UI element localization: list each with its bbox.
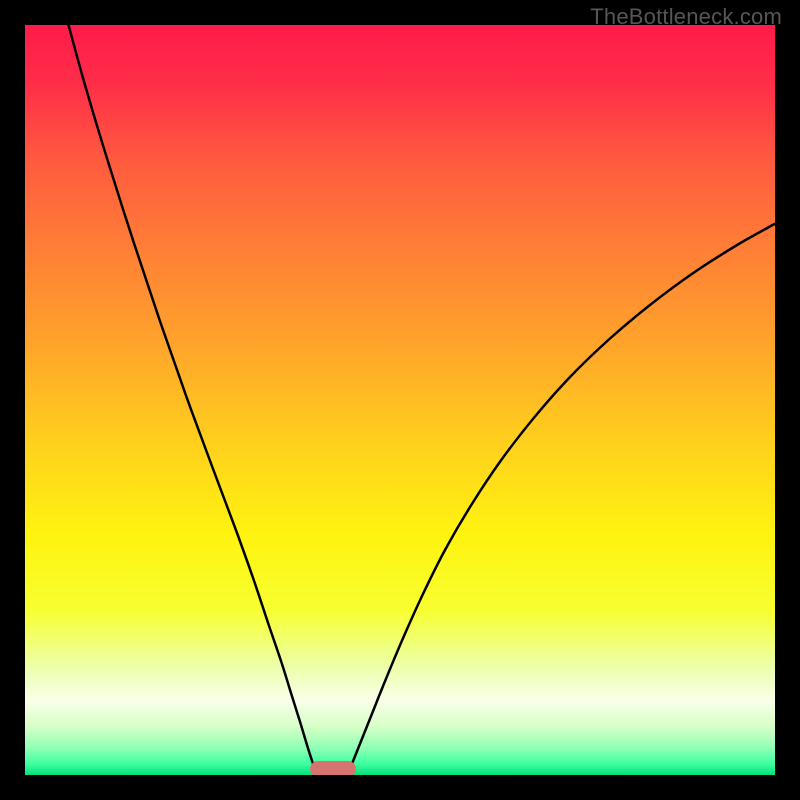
curve-left (69, 25, 317, 772)
curve-right (349, 224, 775, 772)
plot-area (25, 25, 775, 775)
minimum-marker (310, 761, 356, 775)
curves-layer (25, 25, 775, 775)
chart-canvas: TheBottleneck.com (0, 0, 800, 800)
